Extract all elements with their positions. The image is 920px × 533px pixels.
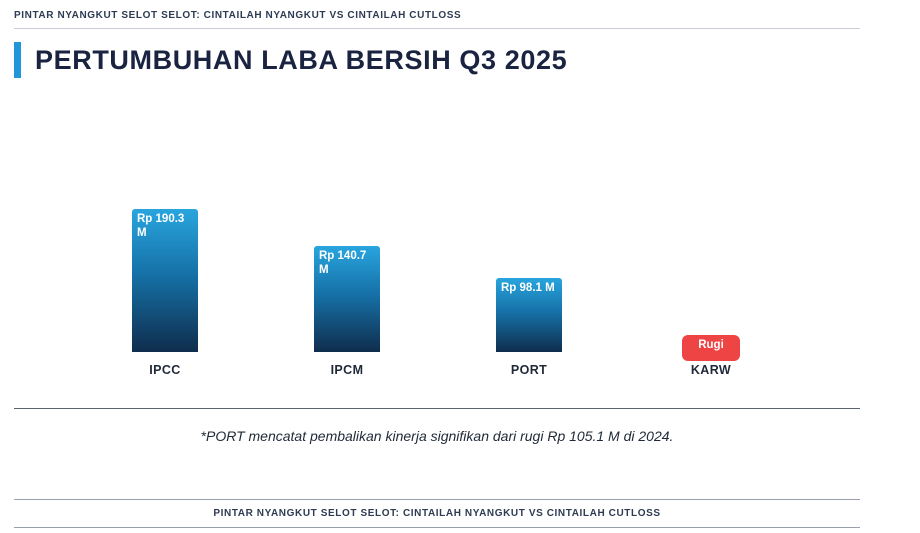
bar-value-label-ipcm: Rp 140.7 M [319,250,367,276]
bar-group-port: Rp 98.1 M PORT [438,104,620,377]
header-divider [14,28,860,29]
header: PINTAR NYANGKUT SELOT SELOT: CINTAILAH N… [14,10,906,29]
category-label-port: PORT [510,363,548,377]
bar-group-ipcm: Rp 140.7 M IPCM [256,104,438,377]
chart-footnote: *PORT mencatat pembalikan kinerja signif… [200,428,674,444]
bar-value-label-port: Rp 98.1 M [501,282,555,294]
bar-group-karw: Rugi KARW [620,104,802,377]
bar-value-label-ipcc: Rp 190.3 M [137,213,185,239]
category-label-karw: KARW [690,363,732,377]
bar-ipcm: Rp 140.7 M [314,246,380,352]
bar-port: Rp 98.1 M [496,278,562,352]
bar-value-label-karw: Rugi [698,339,724,351]
page-title: PERTUMBUHAN LABA BERSIH Q3 2025 [35,45,568,75]
bar-group-ipcc: Rp 190.3 M IPCC [74,104,256,377]
header-tagline: PINTAR NYANGKUT SELOT SELOT: CINTAILAH N… [14,10,462,21]
footer-divider-top [14,499,860,500]
bar-ipcc: Rp 190.3 M [132,209,198,352]
title-accent-bar [14,42,21,78]
bar-chart-plot-area: Rp 190.3 M IPCC Rp 140.7 M IPCM Rp 98.1 … [74,104,802,377]
page-title-row: PERTUMBUHAN LABA BERSIH Q3 2025 [14,42,906,78]
footer-tagline: PINTAR NYANGKUT SELOT SELOT: CINTAILAH N… [213,508,661,519]
chart-footnote-divider [14,408,860,409]
bar-karw-loss: Rugi [682,335,740,361]
footer-divider-bottom [14,527,860,528]
category-label-ipcm: IPCM [330,363,364,377]
bar-chart: Rp 190.3 M IPCC Rp 140.7 M IPCM Rp 98.1 … [74,104,802,377]
category-label-ipcc: IPCC [149,363,181,377]
footer: PINTAR NYANGKUT SELOT SELOT: CINTAILAH N… [14,499,860,528]
